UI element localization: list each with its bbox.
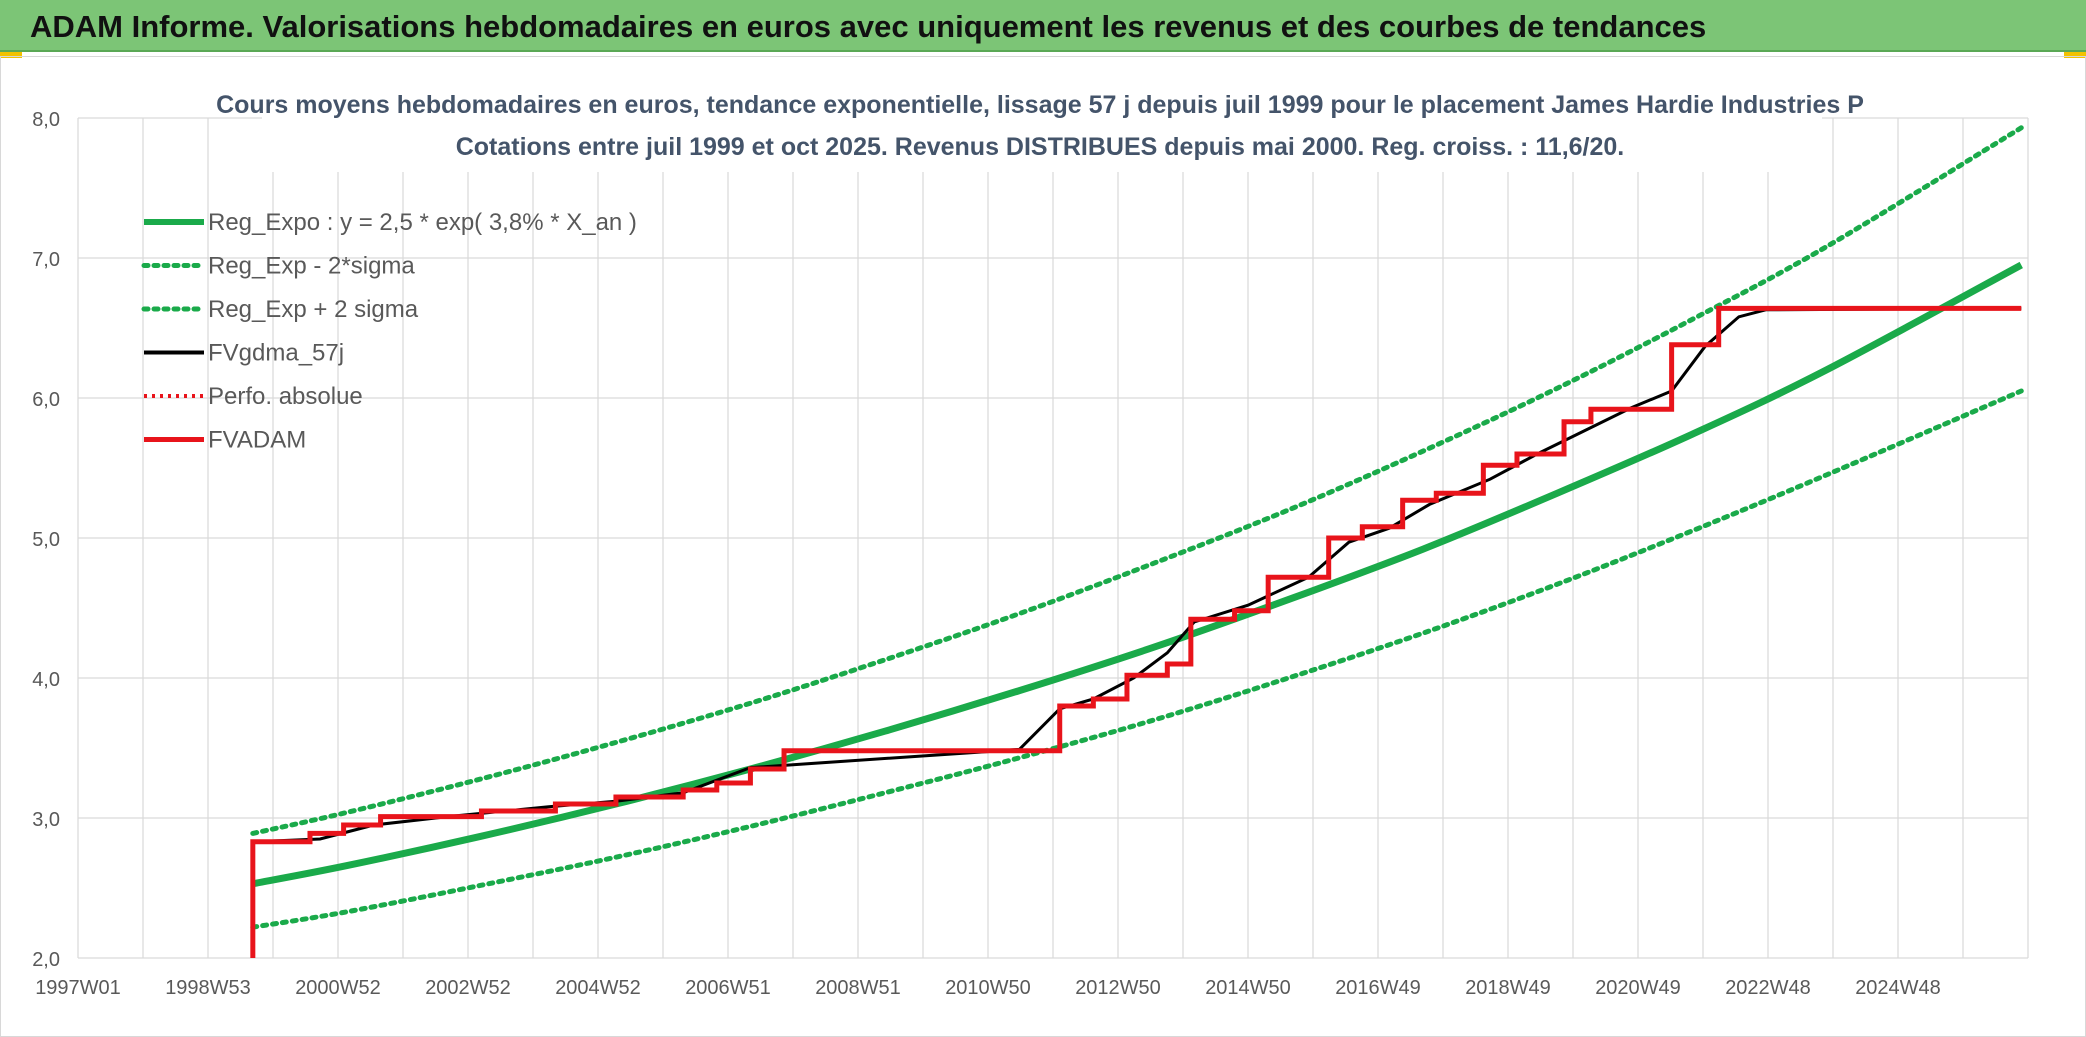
series-line <box>250 388 2024 930</box>
series-line <box>250 125 2024 836</box>
x-tick-label: 2010W50 <box>945 977 1031 999</box>
legend-label: Reg_Expo : y = 2,5 * exp( 3,8% * X_an ) <box>208 209 637 236</box>
y-tick-label: 6,0 <box>32 389 60 411</box>
corner-accent-right <box>2064 52 2086 58</box>
x-tick-label: 2020W49 <box>1595 977 1681 999</box>
series-line <box>250 305 2022 958</box>
legend-label: FVADAM <box>208 427 306 454</box>
chart-titles: Cours moyens hebdomadaires en euros, ten… <box>216 82 1864 172</box>
x-tick-label: 1998W53 <box>165 977 251 999</box>
y-tick-label: 4,0 <box>32 669 60 691</box>
series-group <box>250 125 2024 958</box>
x-tick-label: 2012W50 <box>1075 977 1161 999</box>
legend: Reg_Expo : y = 2,5 * exp( 3,8% * X_an ) R… <box>141 209 637 454</box>
x-tick-label: 2024W48 <box>1855 977 1941 999</box>
y-tick-label: 5,0 <box>32 529 60 551</box>
y-tick-label: 2,0 <box>32 949 60 971</box>
legend-label: Perfo. absolue <box>208 383 363 410</box>
x-tick-label: 2006W51 <box>685 977 771 999</box>
x-tick-label: 2022W48 <box>1725 977 1811 999</box>
grid-lines <box>77 117 2029 959</box>
legend-label: FVgdma_57j <box>208 340 344 367</box>
banner-title: ADAM Informe. Valorisations hebdomadaire… <box>30 9 1707 44</box>
x-tick-label: 2002W52 <box>425 977 511 999</box>
x-tick-label: 2016W49 <box>1335 977 1421 999</box>
x-tick-label: 2004W52 <box>555 977 641 999</box>
y-axis-ticks: 2,0 3,0 4,0 5,0 6,0 7,0 8,0 <box>32 109 60 971</box>
legend-label: Reg_Exp - 2*sigma <box>208 253 415 280</box>
x-tick-label: 2000W52 <box>295 977 381 999</box>
series-line <box>252 306 2022 844</box>
y-tick-label: 7,0 <box>32 249 60 271</box>
title-banner: ADAM Informe. Valorisations hebdomadaire… <box>0 0 2086 52</box>
x-tick-label: 2018W49 <box>1465 977 1551 999</box>
x-axis-ticks: 1997W01 1998W53 2000W52 2002W52 2004W52 2006W… <box>35 977 1941 999</box>
x-tick-label: 2008W51 <box>815 977 901 999</box>
y-tick-label: 8,0 <box>32 109 60 131</box>
chart-title-line2: Cotations entre juil 1999 et oct 2025. R… <box>456 133 1625 161</box>
chart-title-line1: Cours moyens hebdomadaires en euros, ten… <box>216 91 1864 119</box>
x-tick-label: 1997W01 <box>35 977 121 999</box>
x-tick-label: 2014W50 <box>1205 977 1291 999</box>
corner-accent-left <box>0 52 22 58</box>
title-background <box>262 82 1822 172</box>
series-line <box>252 261 2023 888</box>
legend-label: Reg_Exp + 2 sigma <box>208 296 419 323</box>
y-tick-label: 3,0 <box>32 809 60 831</box>
